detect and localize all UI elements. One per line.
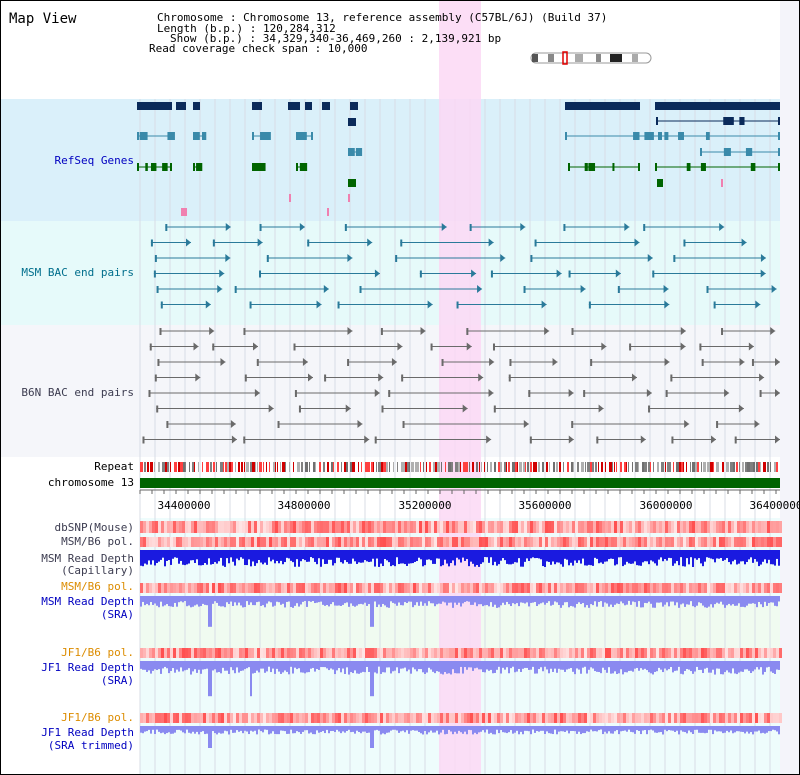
track-label-msm-depth-sra[interactable]: MSM Read Depth bbox=[41, 595, 134, 608]
info-chromosome: Chromosome : Chromosome 13, reference as… bbox=[157, 11, 607, 24]
track-label-msm-depth-capillary-sub: (Capillary) bbox=[61, 564, 134, 577]
track-label-b6n-bac[interactable]: B6N BAC end pairs bbox=[21, 386, 134, 399]
repeat-track[interactable] bbox=[140, 462, 778, 472]
track-label-chromosome[interactable]: chromosome 13 bbox=[48, 476, 134, 489]
polymorphism-and-depth-tracks[interactable] bbox=[140, 521, 782, 748]
track-label-msm-bac[interactable]: MSM BAC end pairs bbox=[21, 266, 134, 279]
chromosome-info: Chromosome : Chromosome 13, reference as… bbox=[149, 11, 607, 55]
chromosome-ideogram[interactable] bbox=[530, 51, 652, 65]
page-title: Map View bbox=[9, 11, 77, 27]
selection-highlight[interactable] bbox=[439, 0, 481, 775]
track-label-repeat[interactable]: Repeat bbox=[94, 460, 134, 473]
axis-tick-label: 36000000 bbox=[640, 499, 693, 512]
track-label-dbsnp[interactable]: dbSNP(Mouse) bbox=[55, 521, 134, 534]
track-label-refseq[interactable]: RefSeq Genes bbox=[55, 154, 134, 167]
track-label-msm-b6-pol-2[interactable]: MSM/B6 pol. bbox=[61, 580, 134, 593]
msm-bac-end-pair-features[interactable] bbox=[150, 223, 777, 309]
track-label-jf1-depth-sra-sub: (SRA) bbox=[101, 674, 134, 687]
track-label-jf1-depth-trimmed-sub: (SRA trimmed) bbox=[48, 739, 134, 752]
axis-tick-label: 35200000 bbox=[399, 499, 452, 512]
track-label-jf1-depth-sra[interactable]: JF1 Read Depth bbox=[41, 661, 134, 674]
axis-tick-label: 35600000 bbox=[519, 499, 572, 512]
track-label-jf1-depth-trimmed[interactable]: JF1 Read Depth bbox=[41, 726, 134, 739]
chromosome-bar[interactable] bbox=[140, 478, 780, 488]
info-length: Length (b.p.) : 120,284,312 bbox=[157, 22, 336, 35]
track-label-jf1-b6-pol-2[interactable]: JF1/B6 pol. bbox=[61, 711, 134, 724]
track-label-msm-depth-capillary[interactable]: MSM Read Depth bbox=[41, 552, 134, 565]
track-label-msm-depth-sra-sub: (SRA) bbox=[101, 608, 134, 621]
right-margin bbox=[780, 0, 800, 775]
axis-tick-label: 34800000 bbox=[278, 499, 331, 512]
position-axis bbox=[139, 489, 780, 494]
track-label-msm-b6-pol-1[interactable]: MSM/B6 pol. bbox=[61, 535, 134, 548]
b6n-bac-end-pair-features[interactable] bbox=[142, 327, 780, 444]
refseq-gene-features[interactable] bbox=[137, 102, 780, 216]
axis-tick-label: 34400000 bbox=[158, 499, 211, 512]
track-label-jf1-b6-pol-1[interactable]: JF1/B6 pol. bbox=[61, 646, 134, 659]
info-coverage: Read coverage check span : 10,000 bbox=[149, 42, 368, 55]
info-show: Show (b.p.) : 34,329,340-36,469,260 : 2,… bbox=[170, 32, 501, 45]
axis-tick-label: 36400000 bbox=[750, 499, 800, 512]
